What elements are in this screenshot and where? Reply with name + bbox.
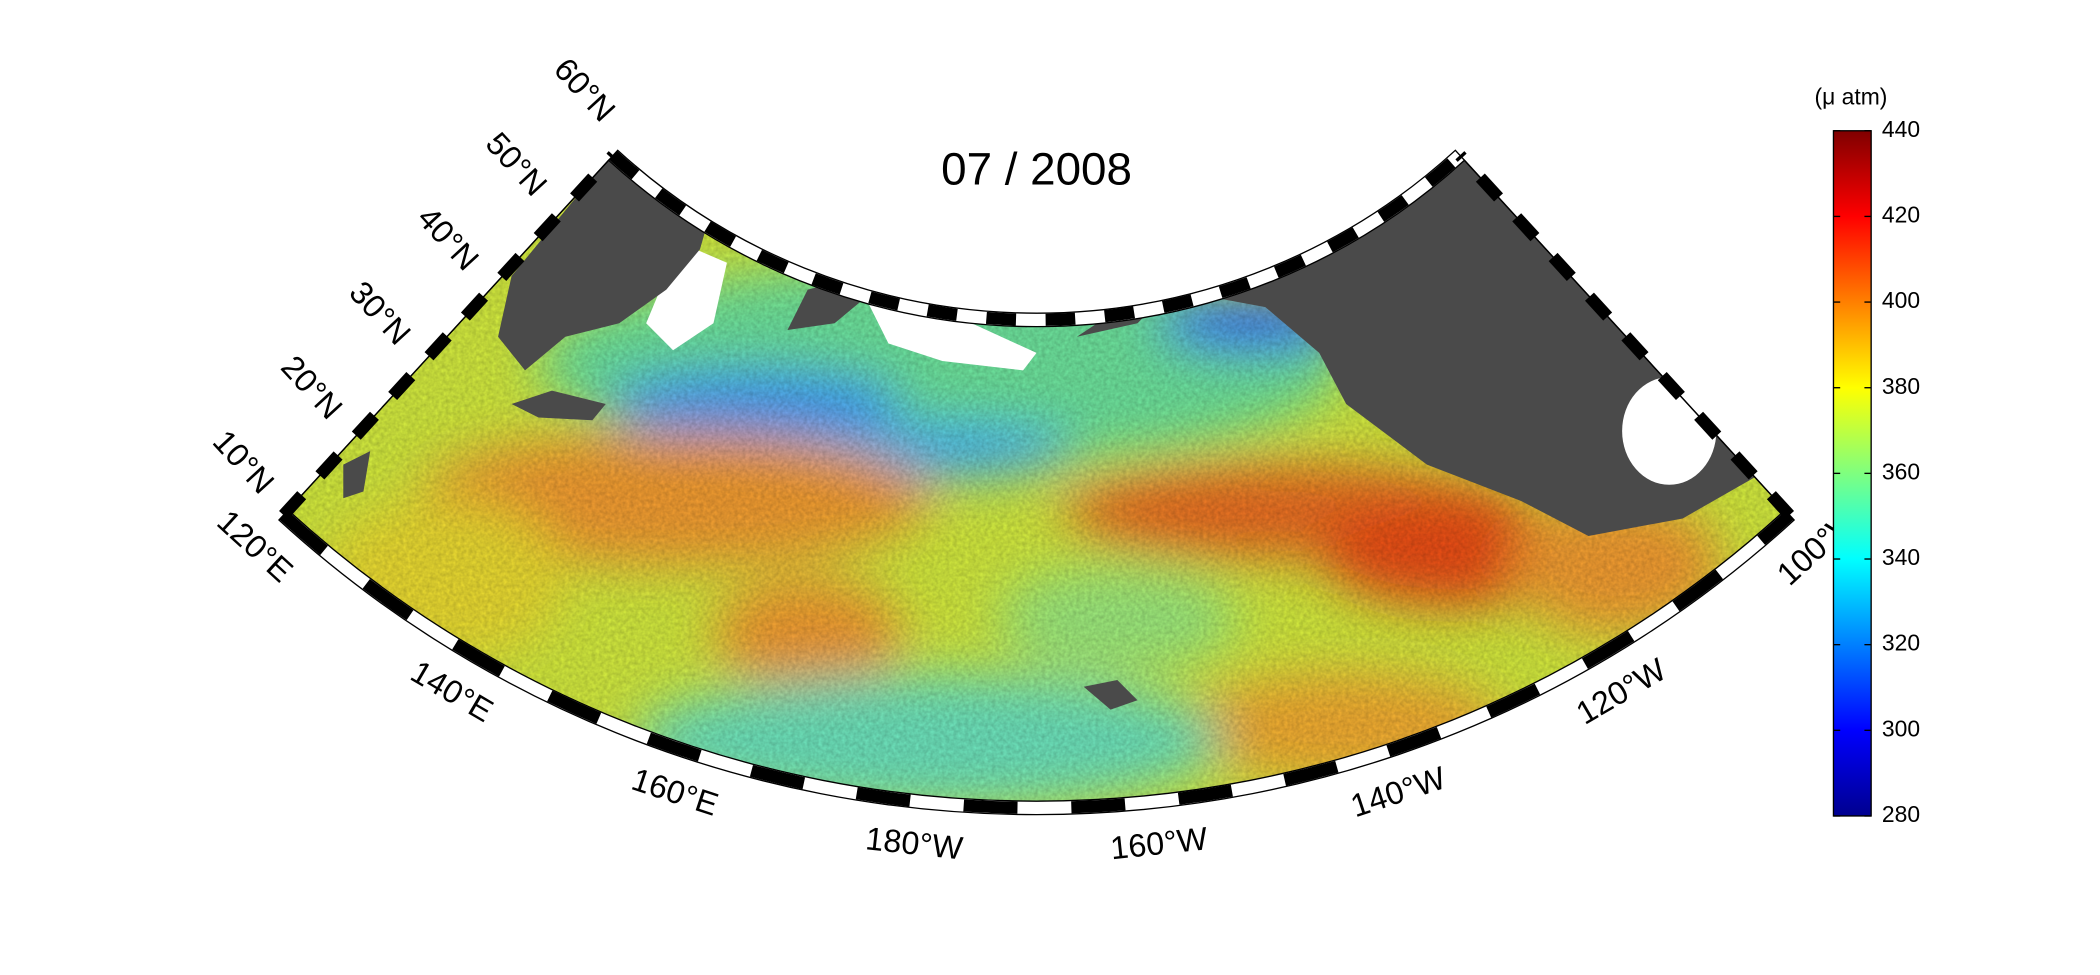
frame-band [609,150,1464,326]
colorbar-tick-label: 320 [1882,630,1920,656]
lat-label: 30°N [342,274,417,352]
lat-label: 10°N [206,423,281,501]
frame-band [279,510,1794,814]
lat-label: 20°N [274,349,349,427]
map-title: 07 / 2008 [941,144,1132,195]
lon-label: 140°W [1346,759,1450,824]
lon-label: 180°W [864,820,965,866]
frame-inner [287,159,1786,802]
lat-label: 60°N [547,51,622,129]
colorbar-tick-label: 360 [1882,458,1920,484]
lat-label: 40°N [411,200,486,278]
lon-label: 160°W [1109,820,1210,866]
colorbar-tick-label: 340 [1882,544,1920,570]
colorbar-ticks: 280 300 320 340 360 380 400 420 440 [1833,116,1920,827]
colorbar-tick-label: 380 [1882,373,1920,399]
colorbar-tick-label: 400 [1882,287,1920,313]
lat-label: 50°N [479,125,554,203]
frame-outline [278,149,1796,816]
lon-label: 160°E [627,761,722,823]
colorbar-tick-label: 280 [1882,801,1920,827]
colorbar-tick-label: 440 [1882,116,1920,142]
colorbar-tick-label: 300 [1882,715,1920,741]
map-frame [278,149,1796,816]
colorbar-tick-label: 420 [1882,201,1920,227]
colorbar-label: (μ atm) [1815,84,1888,110]
